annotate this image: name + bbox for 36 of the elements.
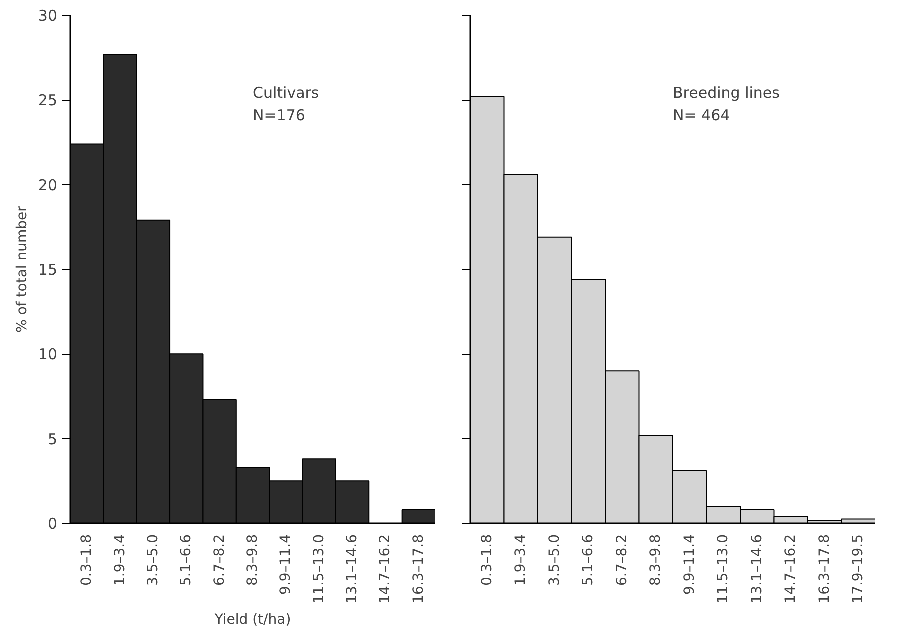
x-tick-label: 16.3–17.8 [816,534,833,604]
x-tick-label: 8.3–9.8 [648,534,664,586]
annotation: Breeding lines [673,84,780,102]
x-tick-label: 1.9–3.4 [112,534,128,586]
y-axis-title: % of total number [14,206,30,333]
x-tick-label: 6.7–8.2 [614,534,630,586]
x-tick-label: 13.1–14.6 [344,534,361,604]
x-tick-label: 0.3–1.8 [79,534,96,586]
x-tick-label: 8.3–9.8 [245,534,261,586]
x-tick-label: 16.3–17.8 [410,534,427,604]
y-tick-label: 30 [38,7,58,25]
x-tick-label: 3.5–5.0 [145,534,162,586]
x-tick-label: 1.9–3.4 [513,534,530,586]
x-tick-label: 11.5–13.0 [716,534,732,604]
x-tick-label: 14.7–16.2 [378,534,394,604]
y-tick-label: 10 [38,346,58,364]
x-tick-label: 6.7–8.2 [212,534,228,586]
annotation: N= 464 [673,106,730,125]
x-tick-label: 5.1–6.6 [178,534,195,586]
x-tick-label: 11.5–13.0 [311,534,328,604]
y-tick-label: 15 [38,261,58,279]
y-tick-label: 25 [38,92,58,110]
x-tick-label: 9.9–11.4 [682,534,698,595]
y-tick-label: 0 [48,515,58,533]
x-tick-label: 3.5–5.0 [546,534,563,586]
x-tick-label: 13.1–14.6 [749,534,766,604]
annotation: Cultivars [253,84,320,102]
y-tick-label: 5 [48,430,58,448]
x-tick-label: 14.7–16.2 [783,534,800,604]
annotation: N=176 [253,106,306,125]
x-tick-label: 9.9–11.4 [278,534,294,595]
x-tick-label: 0.3–1.8 [479,534,496,586]
x-tick-label: 17.9–19.5 [850,534,867,604]
x-tick-label: 5.1–6.6 [580,534,597,586]
x-axis-title: Yield (t/ha) [214,612,292,628]
y-tick-label: 20 [38,176,58,194]
